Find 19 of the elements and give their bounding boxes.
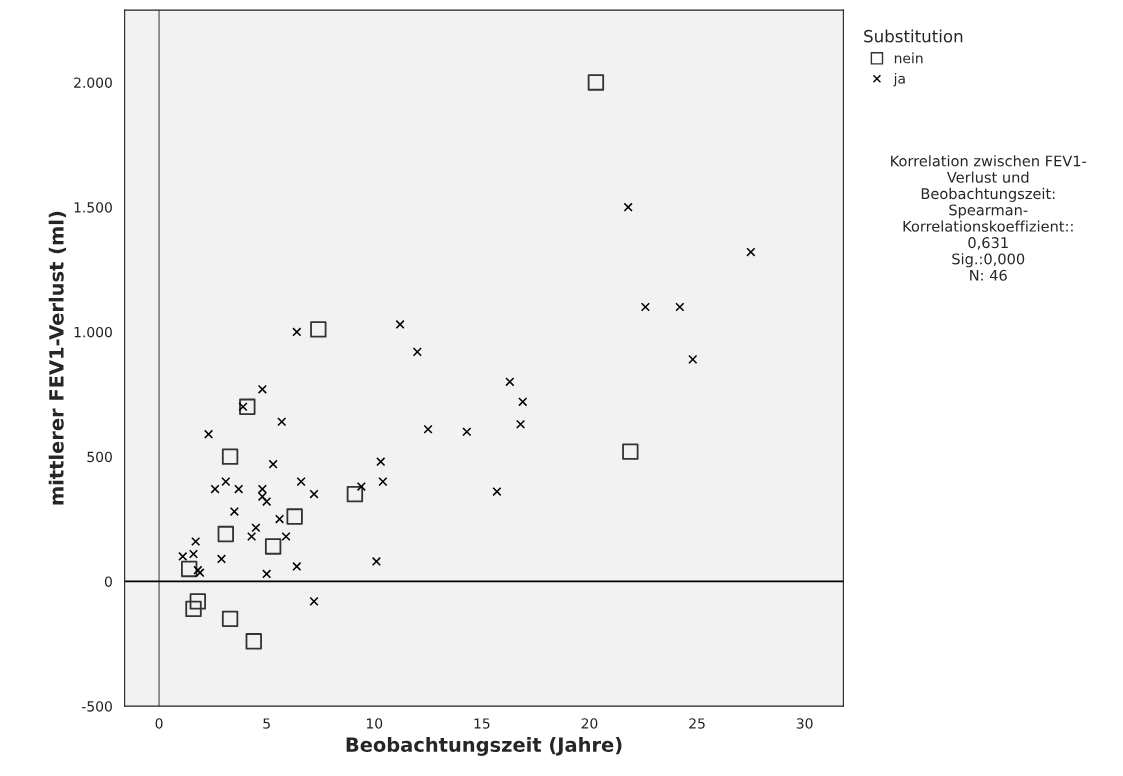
y-tick-label: 1.000 <box>74 326 112 338</box>
text: Korrelation zwischen FEV1- Verlust und Beobachtungszeit: Spearman- Korrelationskoeffizient:: 0,631 Sig.:0,000 N: 46 <box>891 155 1087 281</box>
y-axis-title: mittlerer FEV1-Verlust (ml) <box>48 211 67 505</box>
x-tick-label: 15 <box>474 718 490 729</box>
y-tick-label: 500 <box>87 451 112 463</box>
y-tick-label: 1.500 <box>74 202 112 213</box>
y-tick-label: 0 <box>104 576 112 587</box>
y-tick-label: 2.000 <box>74 77 112 88</box>
x-axis-title: Beobachtungszeit (Jahre) <box>346 736 622 756</box>
legend-label: ja <box>893 73 905 87</box>
x-tick-label: 25 <box>689 718 705 729</box>
legend-label: nein <box>894 52 923 64</box>
legend-title: Substitution <box>864 29 963 43</box>
x-tick-label: 5 <box>263 718 270 729</box>
x-tick-label: 0 <box>155 718 163 729</box>
x-tick-label: 30 <box>796 718 813 729</box>
x-tick-label: 20 <box>581 718 598 729</box>
x-tick-label: 10 <box>366 718 383 729</box>
y-tick-label: -500 <box>82 701 112 712</box>
